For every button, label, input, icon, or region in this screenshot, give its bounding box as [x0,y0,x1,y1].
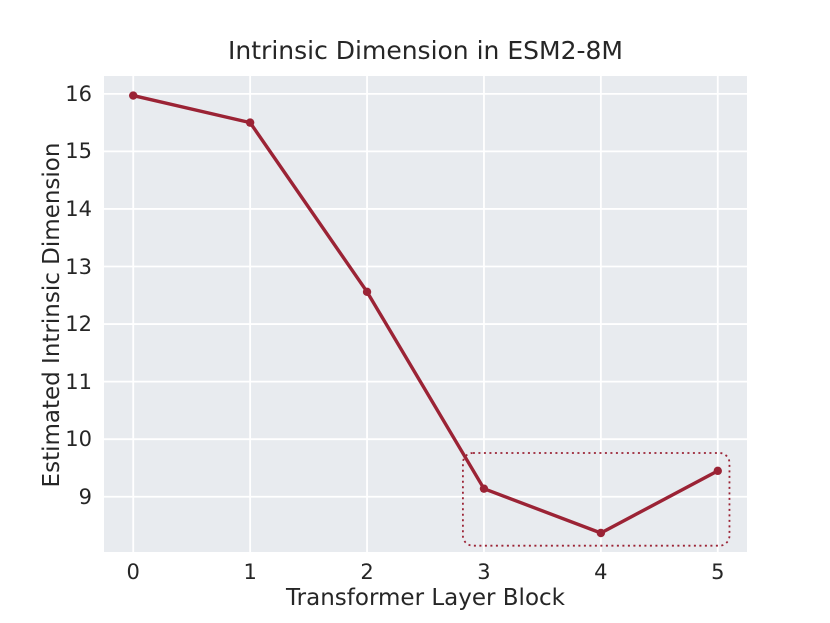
y-tick-label: 9 [78,484,92,509]
y-tick-label: 12 [65,312,92,337]
data-line [131,93,720,535]
y-tick-label: 11 [65,369,92,394]
chart-title: Intrinsic Dimension in ESM2-8M [228,36,623,65]
data-point [596,528,606,538]
x-tick-label: 2 [360,560,374,584]
x-tick-label: 4 [594,560,608,584]
x-tick-label: 5 [711,560,725,584]
y-tick-label: 13 [65,254,92,279]
x-axis-label: Transformer Layer Block [286,585,565,611]
plot-area [104,76,747,552]
data-point [713,466,722,476]
data-point [129,91,138,100]
y-tick-label: 16 [65,81,92,106]
x-tick-label: 3 [477,560,491,584]
y-tick-label: 10 [65,427,92,452]
annotation-box [462,452,731,547]
data-point [245,118,255,127]
data-point [479,484,489,493]
y-tick-label: 15 [65,139,92,164]
y-tick-label: 14 [65,196,92,221]
x-tick-label: 1 [243,560,257,584]
x-tick-label: 0 [126,560,140,584]
line-chart [104,76,747,552]
data-point [362,287,372,297]
